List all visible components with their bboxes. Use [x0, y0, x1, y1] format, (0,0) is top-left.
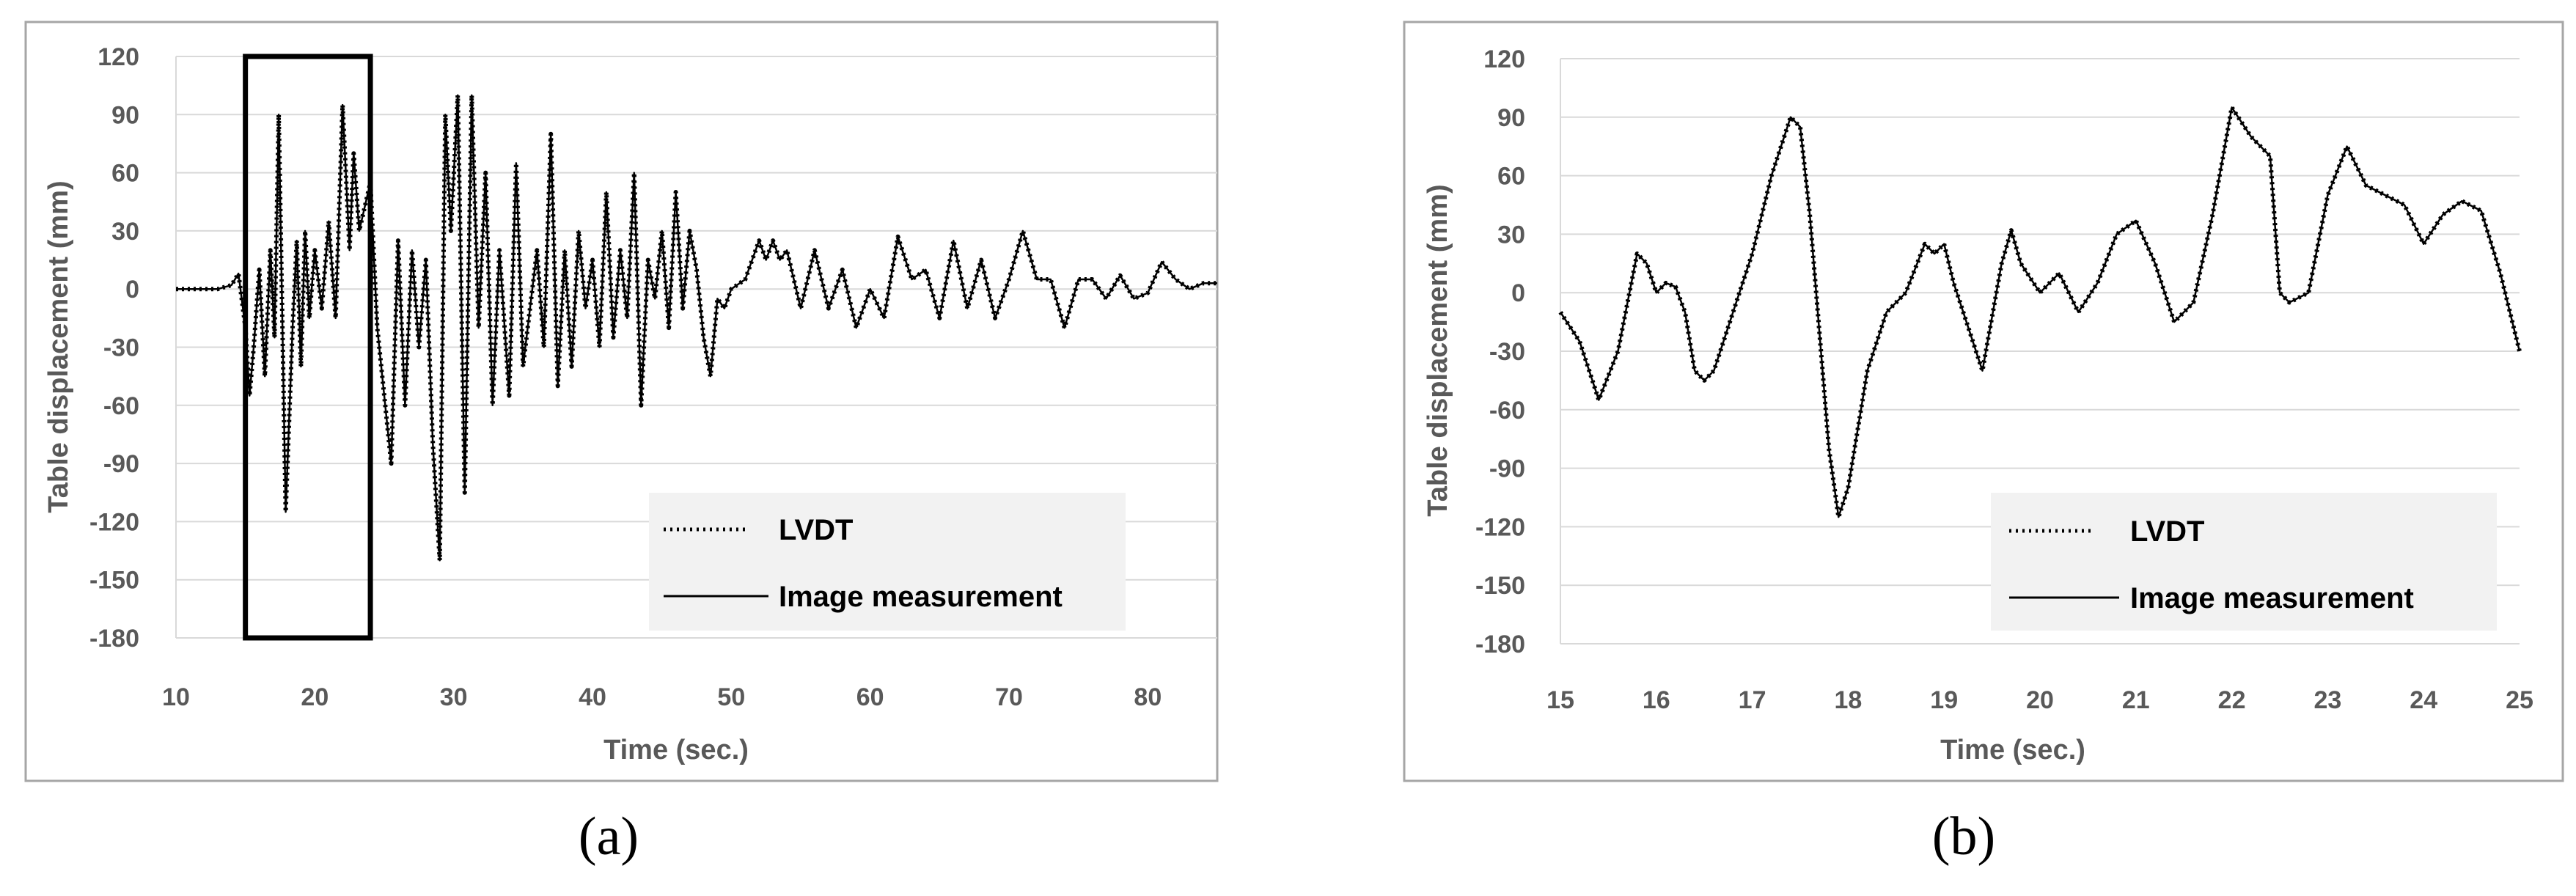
chart-frame-a [24, 21, 1219, 782]
y-tick-label-b: 120 [1483, 45, 1525, 73]
y-tick-label-a: -120 [89, 508, 139, 536]
x-tick-label-a: 70 [995, 683, 1023, 711]
series-line-image-a [176, 94, 1217, 562]
x-tick-label-a: 60 [856, 683, 884, 711]
y-tick-label-b: -60 [1489, 397, 1525, 425]
y-tick-label-b: -90 [1489, 455, 1525, 483]
x-tick-label-a: 40 [579, 683, 606, 711]
y-tick-label-b: 0 [1511, 279, 1525, 307]
y-tick-label-a: -90 [103, 450, 139, 478]
x-tick-label-a: 10 [162, 683, 190, 711]
y-tick-label-a: 60 [111, 160, 139, 188]
y-tick-label-a: 30 [111, 218, 139, 246]
series-line-image-b [1559, 106, 2521, 518]
x-axis-title-b: Time (sec.) [1940, 735, 2085, 765]
x-tick-label-b: 18 [1834, 686, 1862, 714]
x-tick-label-b: 19 [1930, 686, 1958, 714]
legend-box-b [1991, 493, 2497, 631]
x-tick-label-a: 80 [1134, 683, 1162, 711]
legend-b: LVDT Image measurement [1991, 493, 2497, 631]
legend-label-lvdt-a: LVDT [779, 514, 853, 546]
chart-frame-b [1403, 21, 2564, 782]
x-tick-label-a: 50 [717, 683, 745, 711]
x-tick-label-b: 22 [2218, 686, 2246, 714]
x-tick-label-b: 16 [1643, 686, 1670, 714]
legend-a: LVDT Image measurement [649, 493, 1126, 631]
x-tick-label-b: 17 [1739, 686, 1766, 714]
x-tick-label-b: 24 [2410, 686, 2437, 714]
y-tick-labels-a: 120 90 60 30 0 -30 -60 -90 -120 -150 -180 [89, 43, 139, 653]
x-tick-label-b: 25 [2506, 686, 2533, 714]
x-tick-labels-b: 15 16 17 18 19 20 21 22 23 24 25 [1546, 686, 2533, 714]
chart-panel-b: 120 90 60 30 0 -30 -60 -90 -120 -150 -180 15 16 17 18… [1403, 21, 2564, 782]
y-tick-label-b: 60 [1497, 163, 1525, 191]
y-tick-label-b: 30 [1497, 221, 1525, 249]
x-tick-label-a: 30 [440, 683, 468, 711]
y-tick-label-a: -150 [89, 567, 139, 595]
x-tick-label-b: 23 [2313, 686, 2341, 714]
highlight-box [243, 54, 373, 641]
x-tick-label-b: 15 [1546, 686, 1574, 714]
y-tick-label-a: 0 [125, 276, 139, 304]
series-group-a [176, 92, 1217, 563]
y-tick-labels-b: 120 90 60 30 0 -30 -60 -90 -120 -150 -180 [1475, 45, 1525, 658]
legend-label-lvdt-b: LVDT [2130, 515, 2204, 548]
legend-label-image-a: Image measurement [779, 581, 1063, 613]
x-tick-labels-a: 10 20 30 40 50 60 70 80 [162, 683, 1162, 711]
series-group-b [1558, 105, 2522, 520]
y-tick-label-b: -150 [1475, 572, 1525, 600]
y-tick-label-b: -30 [1489, 338, 1525, 366]
panel-label-a: (a) [579, 807, 639, 867]
panel-label-b: (b) [1932, 807, 1995, 867]
y-axis-title-b: Table displacement (mm) [1423, 184, 1453, 516]
x-tick-label-b: 21 [2122, 686, 2150, 714]
y-tick-label-b: 90 [1497, 104, 1525, 132]
y-tick-label-a: -180 [89, 625, 139, 653]
x-tick-label-b: 20 [2026, 686, 2054, 714]
chart-panel-a: 120 90 60 30 0 -30 -60 -90 -120 -150 -180 10 20 30 40… [24, 21, 1219, 782]
legend-box-a [649, 493, 1126, 631]
legend-label-image-b: Image measurement [2130, 582, 2414, 614]
y-tick-label-b: -180 [1475, 631, 1525, 658]
y-tick-label-b: -120 [1475, 513, 1525, 541]
y-tick-label-a: 120 [98, 43, 139, 71]
y-tick-label-a: -30 [103, 334, 139, 362]
y-tick-label-a: 90 [111, 101, 139, 129]
y-tick-label-a: -60 [103, 392, 139, 420]
y-axis-title-a: Table displacement (mm) [43, 180, 74, 513]
x-axis-title-a: Time (sec.) [603, 735, 749, 765]
x-tick-label-a: 20 [301, 683, 329, 711]
